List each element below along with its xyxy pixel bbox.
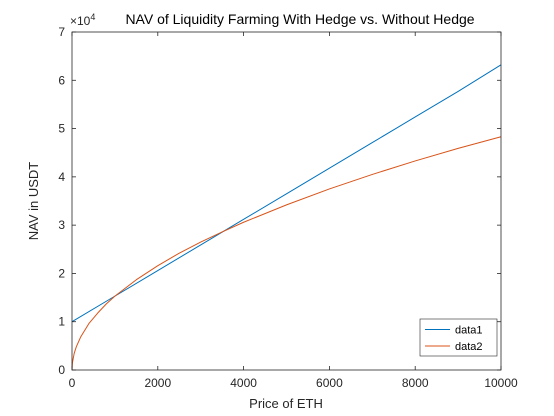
x-tick-label: 0 xyxy=(69,376,76,390)
axes-box xyxy=(71,31,502,371)
legend: data1 data2 xyxy=(419,318,498,357)
series-line-data1 xyxy=(71,64,502,323)
y-axis-multiplier-exponent: 4 xyxy=(90,12,95,22)
y-tick-label: 6 xyxy=(58,73,65,87)
y-axis-multiplier: ×104 xyxy=(70,12,95,28)
x-tick-label: 2000 xyxy=(144,376,171,390)
y-tick-label: 7 xyxy=(58,25,65,39)
x-tick-label: 10000 xyxy=(484,376,518,390)
y-tick-label: 4 xyxy=(58,170,65,184)
y-tick-label: 2 xyxy=(58,266,65,280)
legend-box xyxy=(419,318,498,357)
axes-frame xyxy=(71,31,502,371)
y-axis-label: NAV in USDT xyxy=(26,162,41,241)
series-line-data2 xyxy=(71,136,502,371)
series-layer xyxy=(71,64,502,371)
chart-title: NAV of Liquidity Farming With Hedge vs. … xyxy=(125,11,474,27)
legend-label-data2: data2 xyxy=(455,341,483,353)
x-axis-ticks: 0 2000 4000 6000 8000 10000 xyxy=(69,32,518,390)
x-tick-label: 4000 xyxy=(230,376,257,390)
x-tick-label: 8000 xyxy=(402,376,429,390)
x-axis-label: Price of ETH xyxy=(249,396,323,411)
x-tick-label: 6000 xyxy=(316,376,343,390)
legend-label-data1: data1 xyxy=(455,325,483,337)
y-axis-ticks: 0 1 2 3 4 5 6 7 xyxy=(58,25,501,377)
y-axis-multiplier-base: ×10 xyxy=(70,14,91,28)
y-tick-label: 5 xyxy=(58,122,65,136)
y-tick-label: 1 xyxy=(58,315,65,329)
plot-background xyxy=(72,32,501,370)
plot-area xyxy=(72,32,501,370)
y-tick-label: 3 xyxy=(58,218,65,232)
y-tick-label: 0 xyxy=(58,363,65,377)
